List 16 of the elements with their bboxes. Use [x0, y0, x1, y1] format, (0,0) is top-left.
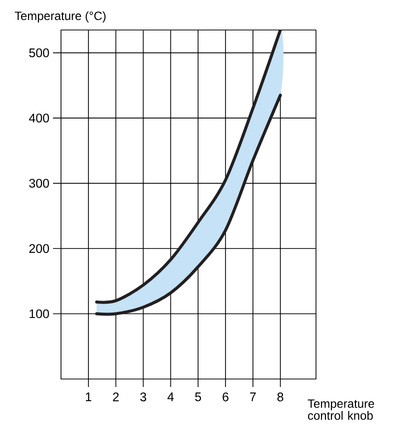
- x-tick-label: 6: [222, 392, 228, 402]
- y-tick-label: 400: [28, 114, 49, 122]
- x-axis-title: Temperature control knob: [308, 400, 374, 420]
- x-tick-label: 2: [113, 392, 119, 402]
- x-tick-label: 5: [195, 392, 202, 402]
- x-tick-label: 3: [140, 392, 146, 402]
- x-tick-label: 8: [277, 392, 284, 402]
- line-series: [95, 94, 282, 316]
- x-tick-label: 1: [86, 392, 92, 402]
- y-axis-title: Temperature (°C): [14, 11, 106, 22]
- y-tick-label: 200: [29, 244, 49, 253]
- x-tick-label: 7: [250, 392, 256, 402]
- y-tick-label: 100: [30, 309, 49, 318]
- y-tick-label: 300: [29, 178, 49, 188]
- y-tick-label: 500: [29, 48, 49, 58]
- x-tick-label: 4: [167, 392, 174, 402]
